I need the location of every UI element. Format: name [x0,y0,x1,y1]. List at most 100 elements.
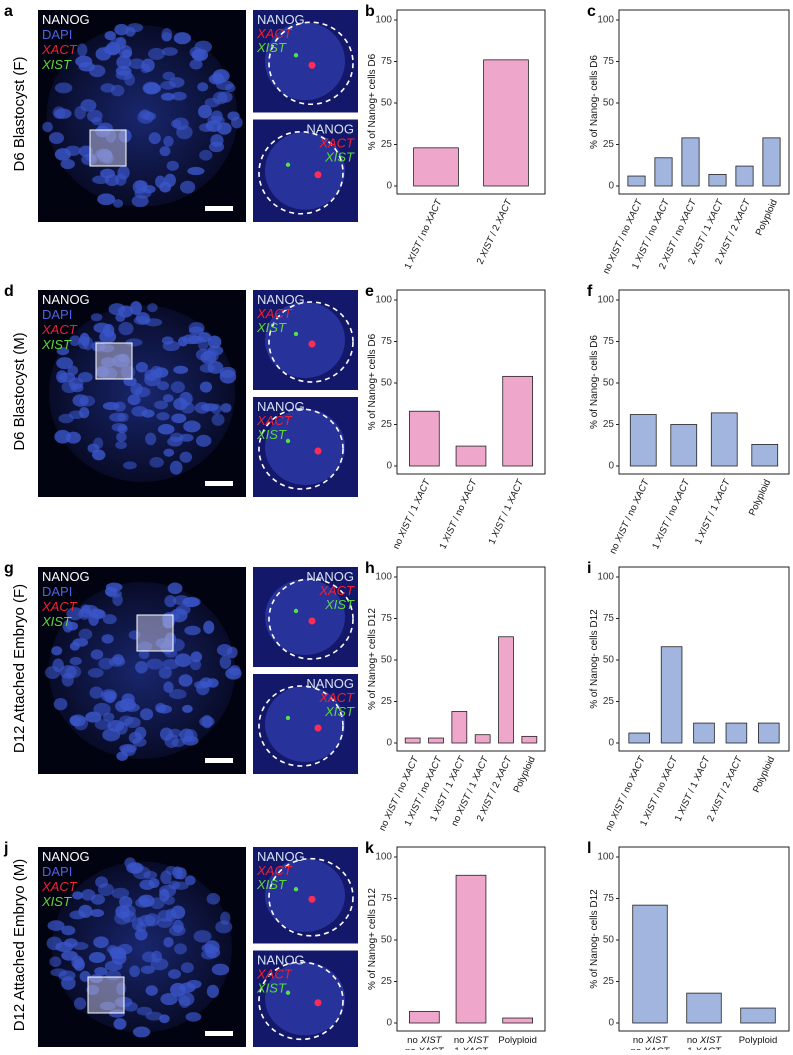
xact-signal [314,999,322,1007]
nucleus [175,867,187,880]
plot-frame [618,566,790,752]
nucleus [56,357,74,370]
y-tick-label: 50 [603,98,615,109]
xist-signal [293,53,299,58]
bar [521,735,538,744]
nucleus [116,431,127,443]
cell-outline [258,408,344,490]
nucleus [195,348,212,361]
nucleus [198,104,212,119]
nucleus [48,132,65,144]
x-tick-label: no XIST / no XACT [607,477,652,556]
nucleus [203,620,215,634]
channel-label: XACT [318,690,355,705]
nucleus [55,941,74,953]
y-tick-label: 75 [381,613,393,624]
bar [502,375,534,467]
nucleus [130,301,142,315]
y-tick-label: 50 [381,935,393,946]
nucleus [183,420,201,433]
scale-bar [205,481,233,486]
nucleus [173,365,189,374]
channel-label: XIST [41,614,72,629]
nucleus [132,1026,151,1038]
nucleus [124,74,136,86]
nucleus [66,607,84,621]
cell-outline [268,578,354,660]
plot-frame [396,846,546,1032]
nucleus [77,43,88,57]
channel-label: XACT [318,583,355,598]
y-tick-label: 100 [597,572,614,583]
xact-signal [314,447,322,455]
row-label: D6 Blastocyst (F) [11,56,28,171]
nucleus [93,702,111,716]
nucleus [97,193,116,206]
nucleus [54,429,71,444]
nucleus [88,64,106,78]
nucleus [220,911,231,925]
nucleus [166,160,179,171]
cell-outline [258,130,344,215]
y-tick-label: 75 [381,56,393,67]
bar [686,992,722,1024]
nucleus [140,708,154,721]
nucleus [164,595,177,608]
bar [629,414,657,467]
y-tick-label: 100 [597,295,614,306]
nucleus [173,32,191,45]
nucleus [74,106,86,120]
channel-label: XACT [256,413,293,428]
bar [708,173,727,187]
nucleus [104,586,118,597]
xist-signal [285,438,291,444]
channel-label: XACT [41,879,78,894]
nucleus [81,604,98,615]
row-label: D6 Blastocyst (M) [11,332,28,450]
nanog-cluster [90,130,126,166]
nucleus [170,381,185,394]
nucleus [172,117,189,131]
x-tick-label: Polyploid [511,755,537,795]
y-tick-label: 0 [386,1018,392,1029]
y-tick-label: 75 [603,336,615,347]
nucleus [163,936,174,948]
y-tick-label: 100 [375,295,392,306]
nucleus [54,82,73,94]
plot-frame [396,566,546,752]
y-tick-label: 50 [381,655,393,666]
nucleus [93,437,104,449]
y-axis-label: % of Nanog- cells D12 [589,889,600,989]
nucleus [163,135,174,147]
nucleus [107,719,125,732]
nucleus [160,92,175,101]
nucleus [104,174,120,187]
x-tick-label: 2 XIST / 2 XACT [705,754,745,823]
nucleus [174,653,192,668]
panel-letter: l [587,840,591,857]
plot-frame [618,289,790,475]
nucleus [148,132,161,145]
panel-letter: e [365,283,374,300]
nucleus [143,870,158,880]
nucleus [69,657,82,666]
nucleus [42,121,53,133]
channel-label: NANOG [257,849,305,864]
nucleus [123,1001,138,1012]
nucleus [159,146,171,157]
x-tick-label: Polyploid [498,1035,537,1046]
nucleus [199,149,213,161]
nucleus [100,689,118,702]
x-tick-label: 1 XIST / 1 XACT [693,477,733,546]
nucleus [162,394,174,403]
channel-label: NANOG [257,12,305,27]
y-axis-label: % of Nanog- cells D6 [589,55,600,149]
nucleus [138,649,150,659]
nucleus [47,920,65,931]
y-tick-label: 0 [608,181,614,192]
xact-signal [314,724,322,732]
bar [408,1010,440,1024]
channel-label: NANOG [42,569,90,584]
nucleus [115,441,127,450]
